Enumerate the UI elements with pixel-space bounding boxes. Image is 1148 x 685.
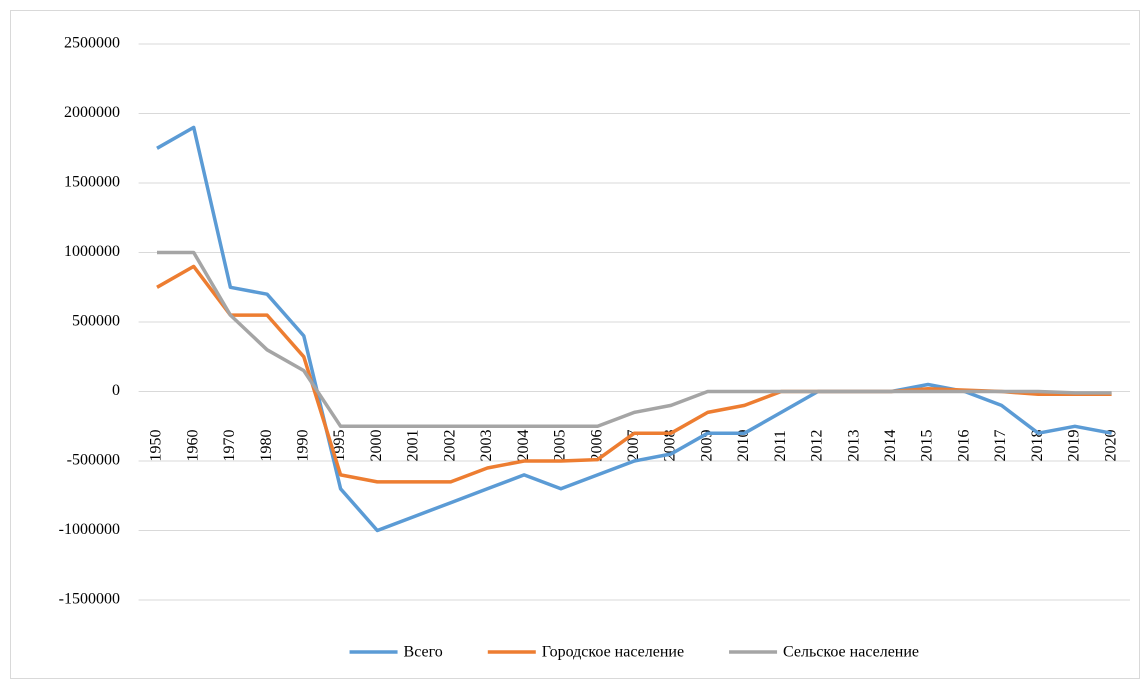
x-tick-label: 2005 xyxy=(552,430,569,462)
y-tick-label: -1500000 xyxy=(59,591,120,608)
x-tick-label: 1960 xyxy=(184,430,201,462)
x-tick-label: 2001 xyxy=(405,430,422,462)
y-tick-label: 0 xyxy=(112,382,120,399)
y-tick-label: 2000000 xyxy=(64,104,120,121)
x-tick-label: 2017 xyxy=(992,430,1009,462)
series-line xyxy=(156,264,1112,484)
x-tick-label: 2002 xyxy=(441,430,458,462)
series-line xyxy=(157,250,1112,429)
x-tick-label: 2020 xyxy=(1102,430,1119,462)
x-tick-label: 2019 xyxy=(1066,430,1083,462)
chart-border xyxy=(10,10,1140,679)
x-tick-label: 2016 xyxy=(955,430,972,462)
series-line xyxy=(156,125,1112,533)
x-tick-label: 2011 xyxy=(772,430,789,461)
x-tick-label: 2012 xyxy=(809,430,826,462)
x-tick-label: 2000 xyxy=(368,430,385,462)
x-tick-label: 2015 xyxy=(919,430,936,462)
y-tick-label: -500000 xyxy=(67,452,120,469)
x-tick-label: 2004 xyxy=(515,430,532,462)
y-tick-label: 2500000 xyxy=(64,35,120,52)
y-tick-label: -1000000 xyxy=(59,521,120,538)
y-tick-label: 1500000 xyxy=(64,174,120,191)
x-tick-label: 1950 xyxy=(148,430,165,462)
x-tick-label: 2014 xyxy=(882,430,899,462)
x-tick-label: 1980 xyxy=(258,430,275,462)
y-tick-label: 500000 xyxy=(72,313,120,330)
x-tick-label: 2013 xyxy=(845,430,862,462)
legend-label: Городское население xyxy=(542,644,684,661)
y-tick-label: 1000000 xyxy=(64,243,120,260)
legend-label: Всего xyxy=(404,644,443,661)
x-tick-label: 2010 xyxy=(735,430,752,462)
legend-label: Сельское население xyxy=(783,644,919,661)
x-tick-label: 2003 xyxy=(478,430,495,462)
x-tick-label: 2006 xyxy=(588,430,605,462)
x-tick-label: 2018 xyxy=(1029,430,1046,462)
x-tick-label: 1970 xyxy=(221,430,238,462)
x-tick-label: 1990 xyxy=(295,430,312,462)
